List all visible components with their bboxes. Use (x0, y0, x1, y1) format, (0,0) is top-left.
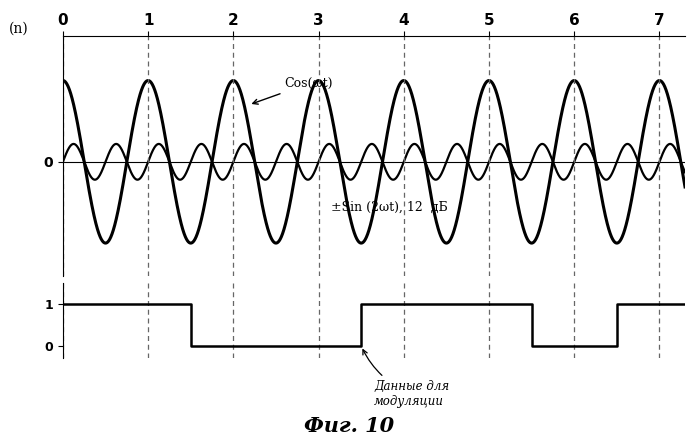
Text: ±Sin (2ωt), 12  дБ: ±Sin (2ωt), 12 дБ (331, 201, 448, 214)
Text: Cos(ωt): Cos(ωt) (253, 77, 333, 104)
Text: Данные для
модуляции: Данные для модуляции (363, 350, 449, 408)
Text: (n): (n) (9, 22, 29, 36)
Text: Фиг. 10: Фиг. 10 (305, 416, 394, 435)
